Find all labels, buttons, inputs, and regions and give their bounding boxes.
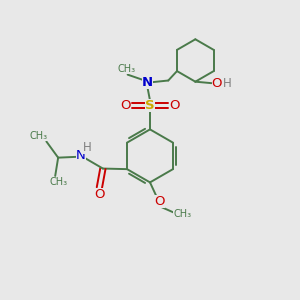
Text: N: N (76, 149, 86, 162)
Text: H: H (224, 77, 232, 90)
Text: O: O (121, 99, 131, 112)
Text: O: O (154, 195, 165, 208)
Text: O: O (94, 188, 105, 201)
Text: CH₃: CH₃ (50, 177, 68, 188)
Text: S: S (145, 99, 155, 112)
Text: O: O (169, 99, 179, 112)
Text: CH₃: CH₃ (173, 209, 191, 219)
Text: H: H (82, 141, 91, 154)
Text: O: O (212, 77, 222, 90)
Text: N: N (142, 76, 153, 89)
Text: CH₃: CH₃ (118, 64, 136, 74)
Text: CH₃: CH₃ (30, 131, 48, 141)
